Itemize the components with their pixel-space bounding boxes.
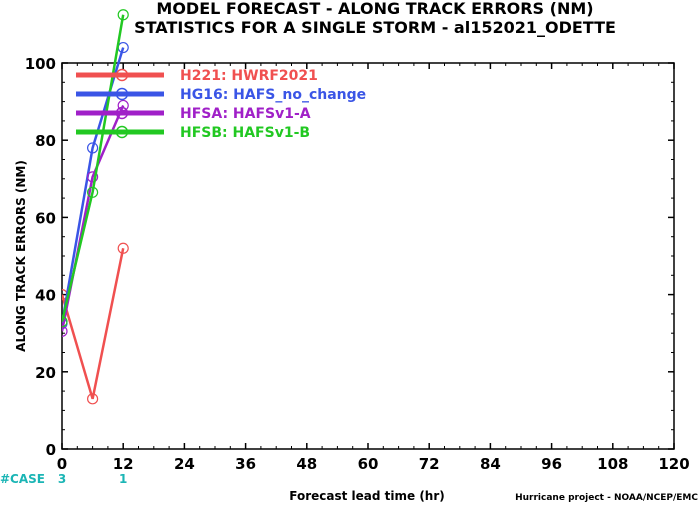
y-axis: 0 20 40 60 80 100 [25, 55, 674, 459]
case-count-0: 3 [58, 472, 66, 486]
legend-marker-2 [115, 106, 129, 120]
legend-label-0: H221: HWRF2021 [180, 68, 318, 84]
case-count-1: 1 [119, 472, 127, 486]
x-tick-label-5: 60 [358, 455, 379, 473]
y-tick-label-2: 40 [35, 287, 56, 305]
legend-label-2: HFSA: HAFSv1-A [180, 106, 311, 122]
x-tick-label-6: 72 [419, 455, 440, 473]
legend-marker-0 [115, 68, 129, 82]
y-tick-label-3: 60 [35, 209, 56, 227]
plot-frame [61, 62, 675, 450]
data-point-2-0 [62, 325, 68, 337]
data-point-3-2 [117, 9, 129, 21]
y-tick-label-4: 80 [35, 132, 56, 150]
x-tick-label-10: 120 [658, 455, 689, 473]
chart-title-line-1: MODEL FORECAST - ALONG TRACK ERRORS (NM) [156, 0, 593, 18]
legend: H221: HWRF2021 HG16: HAFS_no_change HFSA: … [76, 68, 366, 141]
x-tick-label-9: 108 [597, 455, 628, 473]
series-layer [62, 9, 129, 405]
legend-marker-3 [115, 125, 129, 139]
legend-item-0: H221: HWRF2021 [76, 68, 318, 84]
y-tick-label-0: 0 [46, 441, 56, 459]
x-axis-label: Forecast lead time (hr) [289, 489, 445, 503]
y-tick-label-1: 20 [35, 364, 56, 382]
data-point-3-1 [86, 186, 99, 198]
data-point-2-2 [117, 99, 129, 112]
x-tick-label-3: 36 [235, 455, 256, 473]
credit-text: Hurricane project - NOAA/NCEP/EMC [515, 493, 698, 503]
legend-item-1: HG16: HAFS_no_change [76, 87, 366, 103]
x-tick-label-2: 24 [174, 455, 195, 473]
legend-label-3: HFSB: HAFSv1-B [180, 125, 310, 141]
data-point-1-1 [86, 142, 99, 154]
data-point-0-1 [86, 393, 99, 405]
data-point-2-1 [86, 171, 99, 183]
legend-marker-1 [115, 87, 129, 101]
x-tick-label-0: 0 [57, 455, 67, 473]
data-point-0-2 [117, 242, 129, 254]
chart-title-line-2: STATISTICS FOR A SINGLE STORM - al152021… [134, 18, 616, 37]
y-axis-label: ALONG TRACK ERRORS (NM) [14, 160, 28, 352]
legend-item-3: HFSB: HAFSv1-B [76, 125, 310, 141]
legend-label-1: HG16: HAFS_no_change [180, 87, 366, 103]
series-line-0 [62, 248, 125, 400]
case-label: #CASE [0, 472, 45, 486]
x-tick-label-4: 48 [296, 455, 317, 473]
x-tick-label-1: 12 [113, 455, 134, 473]
x-axis: 0 12 24 36 48 60 72 84 96 108 120 [57, 63, 690, 473]
legend-item-2: HFSA: HAFSv1-A [76, 106, 311, 122]
data-point-3-0 [62, 316, 68, 328]
x-tick-label-7: 84 [480, 455, 501, 473]
x-tick-label-8: 96 [541, 455, 562, 473]
series-0 [62, 242, 129, 405]
y-tick-label-5: 100 [25, 55, 56, 73]
